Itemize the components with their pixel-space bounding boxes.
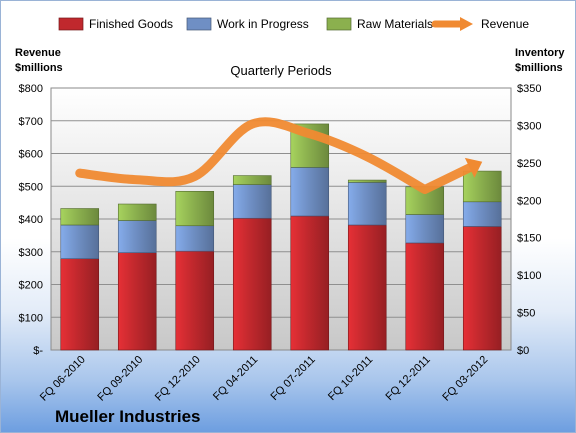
left-axis-tick-label: $600 [19,149,43,161]
right-axis-title-line2: $millions [515,62,563,74]
right-axis-tick-label: $350 [517,83,541,95]
legend-swatch-raw-materials [326,17,352,31]
bar-raw-materials [232,175,272,185]
bar-work-in-progress [232,184,272,219]
bar-work-in-progress [405,214,445,244]
right-axis-title-line1: Inventory [515,47,565,59]
left-axis-tick-label: $300 [19,247,43,259]
legend-label-finished-goods: Finished Goods [89,17,173,31]
category-tick-label: FQ 04-2011 [211,354,260,403]
legend-label-work-in-progress: Work in Progress [217,17,309,31]
bar-work-in-progress [290,167,330,217]
bar-raw-materials [175,191,215,227]
bar-raw-materials [462,170,502,203]
left-axis-tick-label: $700 [19,116,43,128]
chart-subtitle: Quarterly Periods [230,63,332,78]
bar-finished-goods [232,217,272,351]
bar-finished-goods [175,250,215,351]
category-tick-label: FQ 06-2010 [38,354,88,404]
bar-raw-materials [117,203,157,221]
category-tick-label: FQ 03-2012 [440,354,490,404]
bar-finished-goods [290,215,330,351]
bar-finished-goods [347,224,387,351]
right-axis-tick-label: $300 [517,120,541,132]
bar-work-in-progress [117,220,157,253]
bar-finished-goods [405,242,445,351]
right-axis-tick-label: $0 [517,345,529,357]
category-tick-label: FQ 12-2010 [153,354,203,404]
legend-swatch-finished-goods [58,17,84,31]
right-axis-tick-label: $250 [517,158,541,170]
left-axis-tick-label: $200 [19,280,43,292]
right-axis-tick-label: $50 [517,308,535,320]
legend-label-raw-materials: Raw Materials [357,17,433,31]
category-tick-label: FQ 09-2010 [95,354,145,404]
bar-finished-goods [462,226,502,351]
right-axis-tick-label: $200 [517,195,541,207]
legend-swatch-work-in-progress [186,17,212,31]
legend-label-revenue: Revenue [481,17,529,31]
category-tick-label: FQ 07-2011 [268,354,317,403]
left-axis-tick-label: $400 [19,214,43,226]
left-axis-tick-label: $100 [19,312,43,324]
revenue-line [75,117,477,195]
left-axis-title-line2: $millions [15,62,63,74]
bar-raw-materials [60,208,100,226]
right-axis-tick-label: $100 [517,270,541,282]
right-axis-tick-label: $150 [517,233,541,245]
revenue-arrowhead [464,157,483,178]
bar-finished-goods [60,258,100,351]
bar-finished-goods [117,252,157,351]
bar-work-in-progress [175,225,215,252]
bar-raw-materials [347,179,387,183]
legend-arrow-revenue [460,17,473,31]
bar-work-in-progress [347,182,387,226]
category-tick-label: FQ 10-2011 [326,354,375,403]
left-axis-tick-label: $- [33,345,43,357]
bar-work-in-progress [60,224,100,259]
left-axis-tick-label: $800 [19,83,43,95]
bar-work-in-progress [462,201,502,227]
category-tick-label: FQ 12-2011 [383,354,432,403]
chart-title: Mueller Industries [55,407,200,426]
left-axis-tick-label: $500 [19,181,43,193]
left-axis-title-line1: Revenue [15,47,61,59]
